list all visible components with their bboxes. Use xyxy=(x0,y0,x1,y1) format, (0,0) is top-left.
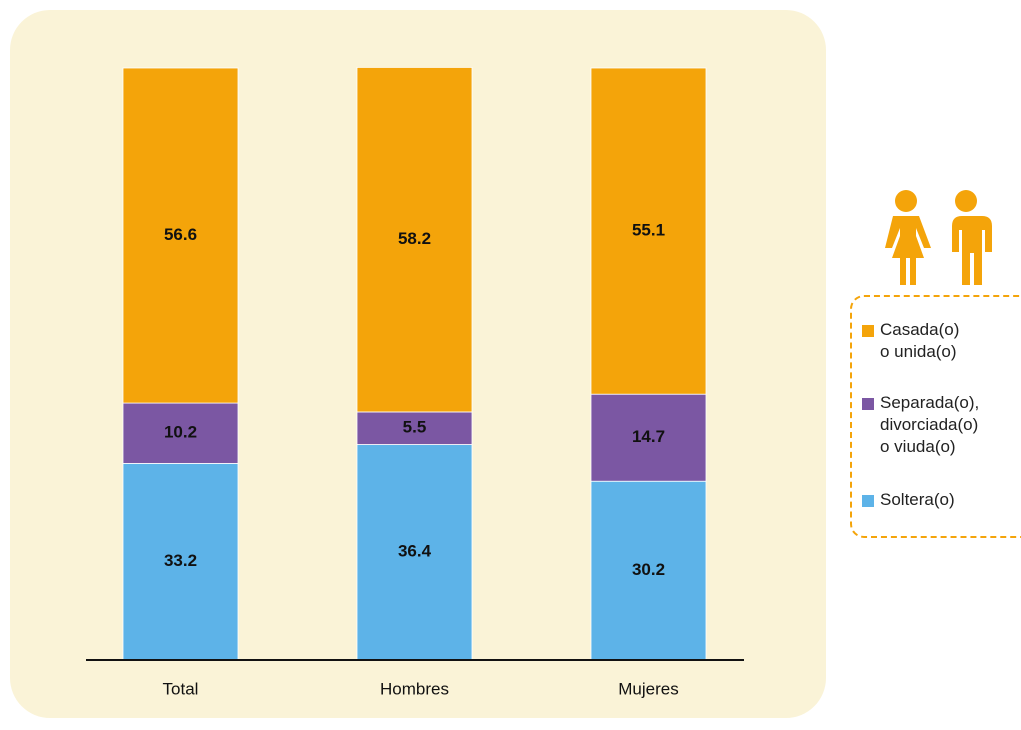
data-label: 33.2 xyxy=(164,551,197,570)
data-label: 36.4 xyxy=(398,542,432,561)
legend: Casada(o) o unida(o) Separada(o), divorci… xyxy=(850,295,1021,538)
x-tick-label: Total xyxy=(163,679,199,698)
data-label: 58.2 xyxy=(398,229,431,248)
x-tick-label: Mujeres xyxy=(618,679,678,698)
legend-label: Soltera(o) xyxy=(880,490,955,509)
legend-swatch xyxy=(862,495,874,507)
legend-item: Soltera(o) xyxy=(862,489,955,511)
data-label: 5.5 xyxy=(403,418,427,437)
data-label: 55.1 xyxy=(632,221,665,240)
bar-segment xyxy=(590,67,707,395)
x-tick-label: Hombres xyxy=(380,679,449,698)
people-icon xyxy=(885,190,992,285)
bar-segment xyxy=(122,67,239,404)
data-label: 14.7 xyxy=(632,427,665,446)
legend-swatch xyxy=(862,398,874,410)
legend-swatch xyxy=(862,325,874,337)
legend-label: Casada(o) o unida(o) xyxy=(880,320,960,361)
legend-item: Casada(o) o unida(o) xyxy=(862,319,959,363)
legend-item: Separada(o), divorciada(o) o viuda(o) xyxy=(862,392,979,458)
data-label: 30.2 xyxy=(632,560,665,579)
bar-segment xyxy=(356,67,473,413)
legend-label: Separada(o), divorciada(o) o viuda(o) xyxy=(880,393,980,456)
bar-segment xyxy=(122,402,239,464)
data-label: 56.6 xyxy=(164,225,197,244)
data-label: 10.2 xyxy=(164,423,197,442)
